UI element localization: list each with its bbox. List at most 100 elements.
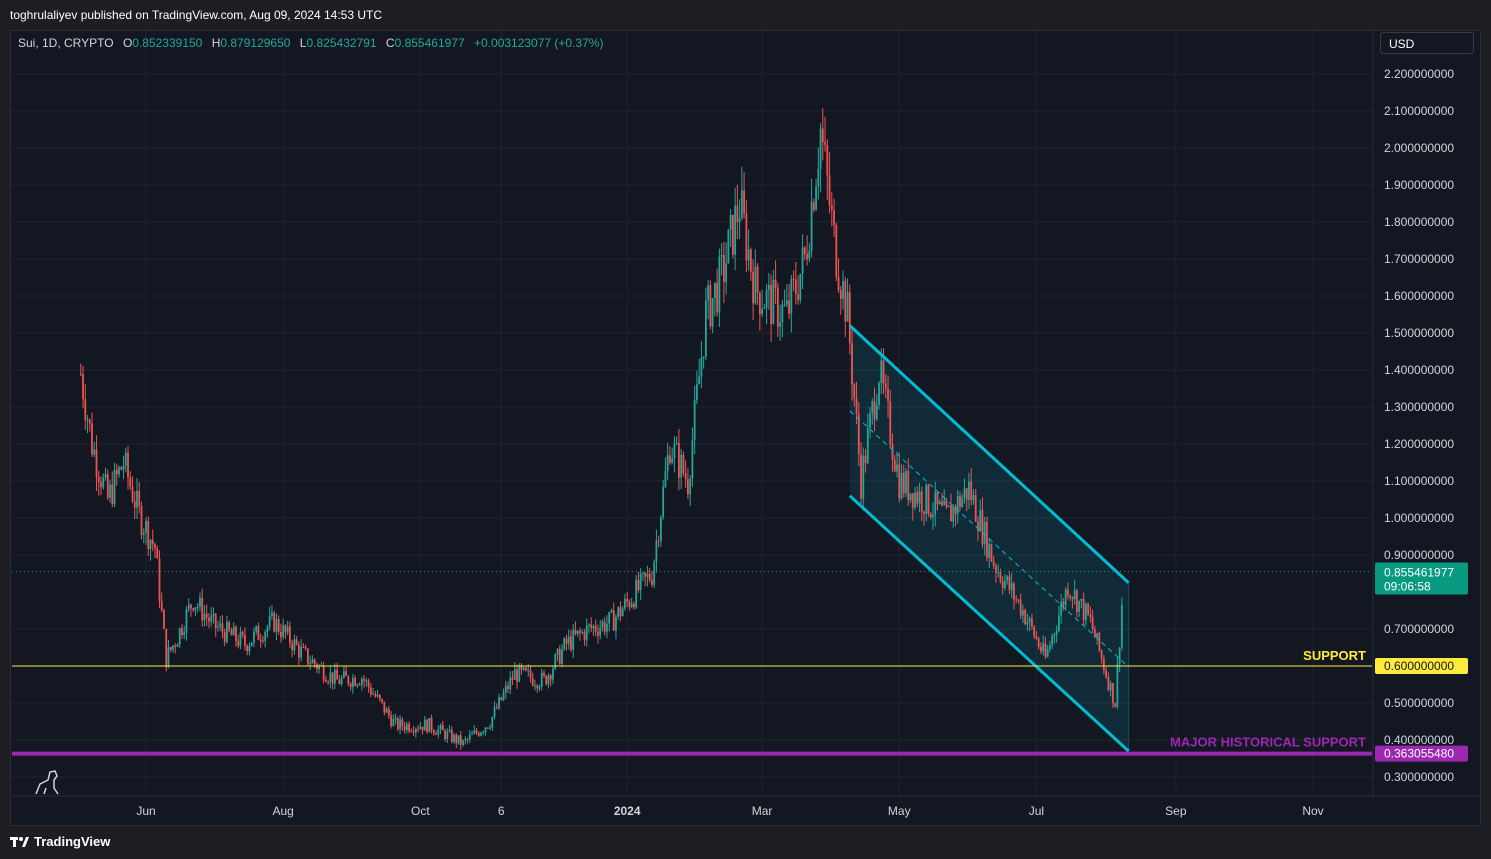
candle-body: [707, 285, 710, 301]
candle-body: [797, 293, 799, 300]
candle-body: [513, 669, 516, 680]
candle-body: [322, 665, 325, 681]
candle-body: [961, 497, 964, 507]
candle-body: [594, 625, 597, 632]
candle-body: [864, 455, 867, 464]
symbol-label[interactable]: Sui, 1D, CRYPTO: [18, 36, 114, 50]
candle-body: [887, 388, 889, 402]
candle-body: [169, 647, 172, 650]
candle-body: [392, 718, 395, 727]
candle-body: [167, 647, 170, 668]
candle-body: [660, 517, 662, 542]
candle-body: [219, 623, 222, 627]
candle-body: [653, 561, 656, 585]
candle-body: [824, 142, 826, 146]
candle-body: [932, 514, 934, 518]
candle-body: [522, 667, 525, 670]
candle-body: [662, 487, 665, 518]
candle-body: [878, 383, 880, 405]
candle-body: [354, 677, 357, 686]
candle-body: [720, 255, 723, 257]
candle-body: [866, 428, 869, 464]
candle-body: [277, 618, 280, 632]
candle-body: [536, 685, 539, 689]
candle-body: [401, 719, 404, 727]
candle-body: [367, 680, 370, 688]
candle-body: [349, 683, 352, 688]
candle-body: [1105, 670, 1108, 678]
candle-body: [853, 384, 856, 399]
candle-body: [758, 292, 761, 314]
tradingview-brand[interactable]: TradingView: [34, 834, 111, 849]
candle-body: [860, 454, 862, 499]
candle-body: [792, 279, 795, 281]
candle-body: [142, 533, 145, 535]
candle-body: [390, 715, 392, 727]
candle-body: [862, 455, 865, 499]
candle-body: [590, 624, 593, 629]
y-tick-label: 0.400000000: [1384, 733, 1454, 747]
currency-selector[interactable]: USD: [1380, 32, 1474, 54]
candle-body: [246, 645, 249, 652]
candle-body: [767, 284, 770, 290]
candle-body: [610, 610, 613, 613]
candle-body: [673, 444, 676, 459]
candle-body: [156, 548, 159, 559]
candle-body: [713, 282, 716, 299]
candle-body: [644, 572, 647, 577]
y-tick-label: 1.100000000: [1384, 474, 1454, 488]
candle-body: [459, 735, 462, 745]
candle-body: [918, 491, 921, 504]
candle-body: [369, 687, 372, 695]
high-label: H: [211, 36, 221, 50]
candle-body: [203, 613, 206, 621]
candle-body: [473, 730, 476, 734]
dino-icon[interactable]: [35, 770, 59, 795]
candle-body: [239, 632, 242, 646]
channel-lower-line[interactable]: [848, 494, 1130, 753]
candle-body: [435, 733, 437, 735]
tradingview-footer: TradingView: [10, 834, 110, 849]
candle-body: [952, 506, 955, 522]
candle-body: [1071, 597, 1074, 600]
candle-body: [833, 209, 835, 226]
candle-body: [201, 597, 204, 621]
candle-body: [165, 628, 168, 668]
candle-body: [615, 616, 617, 631]
candle-body: [1024, 609, 1027, 625]
candle-body: [1080, 598, 1083, 601]
candle-body: [579, 630, 581, 634]
candle-body: [176, 644, 179, 647]
candle-body: [835, 225, 838, 278]
candle-body: [565, 638, 568, 644]
candle-body: [828, 175, 831, 206]
tradingview-logo-icon: [10, 836, 29, 847]
candle-body: [606, 623, 608, 632]
candle-body: [729, 215, 732, 230]
candle-body: [1008, 576, 1011, 590]
candle-body: [848, 292, 851, 344]
candle-body: [983, 521, 986, 545]
candle-body: [826, 145, 829, 176]
chart-pane[interactable]: [10, 30, 1481, 826]
channel-upper-line[interactable]: [848, 324, 1130, 584]
candle-body: [657, 540, 660, 542]
candle-body: [280, 631, 282, 638]
candle-body: [709, 285, 712, 327]
candle-body: [855, 398, 858, 415]
candle-body: [965, 488, 968, 500]
candle-body: [740, 190, 743, 219]
candle-body: [311, 659, 314, 664]
candle-body: [302, 646, 305, 648]
ohlc-legend: Sui, 1D, CRYPTO O0.852339150 H0.87912965…: [18, 36, 603, 50]
candle-body: [223, 631, 226, 643]
candle-body: [1120, 604, 1123, 648]
candle-body: [399, 719, 401, 730]
candle-body: [154, 544, 156, 549]
candle-body: [284, 625, 287, 633]
candle-body: [734, 205, 737, 255]
candle-body: [635, 579, 638, 608]
candle-body: [695, 384, 698, 401]
candle-body: [313, 659, 316, 665]
